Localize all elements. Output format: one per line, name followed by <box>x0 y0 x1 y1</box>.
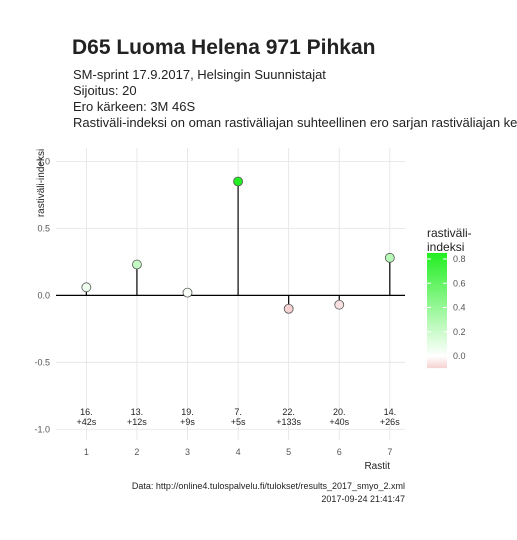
y-axis-label: rastiväli-indeksi <box>36 149 47 217</box>
legend-tick-label: 0.6 <box>453 278 466 288</box>
y-tick-label: 0.0 <box>37 290 50 300</box>
caption: Data: http://online4.tulospalvelu.fi/tul… <box>132 481 405 491</box>
y-tick-label: 0.5 <box>37 223 50 233</box>
annotation: 22. <box>282 407 295 417</box>
annotation: +42s <box>76 417 96 427</box>
x-tick-label: 3 <box>185 447 190 457</box>
y-tick-label: -1.0 <box>34 424 50 434</box>
subtitle: Rastiväli-indeksi on oman rastiväliajan … <box>73 115 517 130</box>
legend-title: indeksi <box>427 240 464 254</box>
x-tick-label: 1 <box>84 447 89 457</box>
y-tick-label: 1.0 <box>37 156 50 166</box>
annotation: +40s <box>329 417 349 427</box>
subtitle: SM-sprint 17.9.2017, Helsingin Suunnista… <box>73 67 326 82</box>
legend-tick-label: 0.0 <box>453 351 466 361</box>
annotation: +12s <box>127 417 147 427</box>
x-tick-label: 7 <box>387 447 392 457</box>
subtitle: Ero kärkeen: 3M 46S <box>73 99 195 114</box>
point <box>384 252 395 263</box>
annotation: 7. <box>234 407 242 417</box>
subtitle: Sijoitus: 20 <box>73 83 137 98</box>
point <box>233 176 243 187</box>
legend-tick-label: 0.2 <box>453 327 466 337</box>
caption: 2017-09-24 21:41:47 <box>321 494 405 504</box>
point <box>132 259 142 270</box>
color-bar <box>427 252 447 369</box>
annotation: +26s <box>380 417 400 427</box>
x-tick-label: 4 <box>236 447 241 457</box>
legend-tick-label: 0.4 <box>453 303 466 313</box>
annotation: 19. <box>181 407 194 417</box>
point <box>334 299 345 310</box>
annotation: 20. <box>333 407 346 417</box>
annotation: +5s <box>231 417 246 427</box>
x-axis-label: Rastit <box>364 461 390 472</box>
legend-tick-label: 0.8 <box>453 254 466 264</box>
annotation: 14. <box>384 407 397 417</box>
x-tick-label: 2 <box>134 447 139 457</box>
x-tick-label: 5 <box>286 447 291 457</box>
point <box>283 303 294 314</box>
annotation: 16. <box>80 407 93 417</box>
point <box>182 287 193 298</box>
annotation: +9s <box>180 417 195 427</box>
annotation: +133s <box>276 417 301 427</box>
chart-title: D65 Luoma Helena 971 Pihkan <box>72 36 375 59</box>
point <box>81 282 92 293</box>
x-tick-label: 6 <box>337 447 342 457</box>
annotation: 13. <box>131 407 144 417</box>
y-tick-label: -0.5 <box>34 357 50 367</box>
legend-title: rastiväli- <box>427 226 472 240</box>
